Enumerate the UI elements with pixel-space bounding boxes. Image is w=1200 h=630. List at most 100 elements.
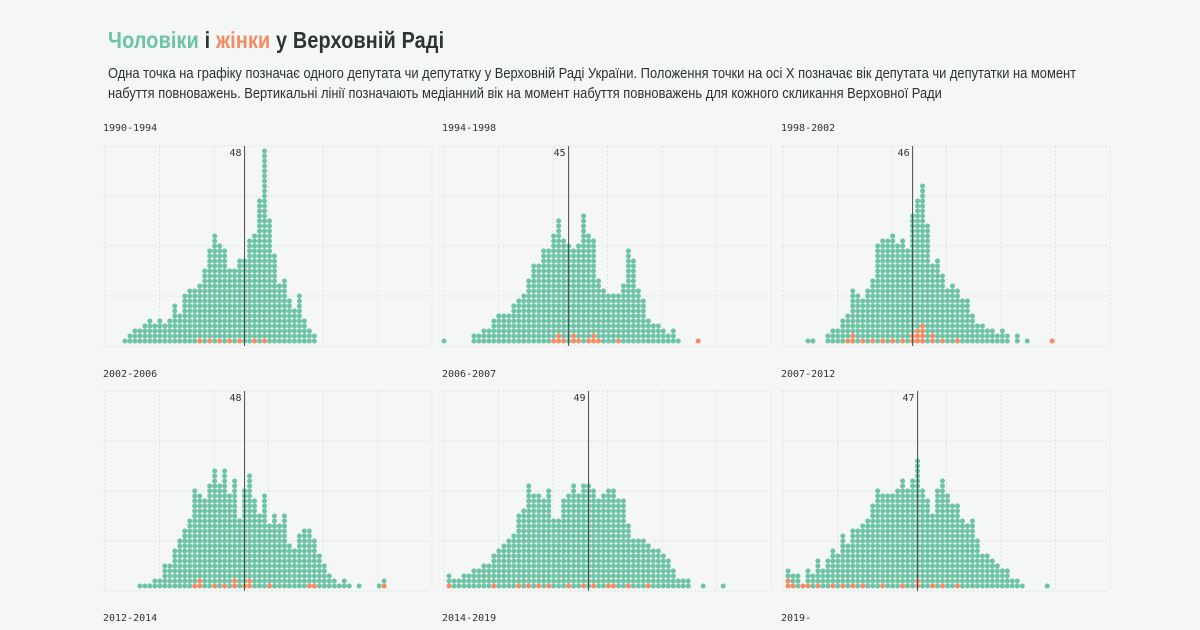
dot-man — [311, 568, 317, 574]
dot-man — [610, 323, 616, 329]
dot-man — [610, 303, 616, 309]
dot-man — [591, 323, 597, 329]
dot-man — [566, 558, 572, 564]
dot-man — [481, 333, 487, 339]
dot-man — [556, 578, 562, 584]
dot-man — [930, 573, 936, 579]
dot-man — [276, 333, 282, 339]
dot-man — [536, 303, 542, 309]
dot-man — [227, 328, 233, 334]
dot-man — [301, 563, 307, 569]
dot-man — [665, 338, 671, 344]
dot-man — [895, 293, 901, 299]
dot-man — [885, 288, 891, 294]
dot-woman — [526, 583, 532, 589]
dot-man — [885, 313, 891, 319]
dot-man — [940, 513, 946, 519]
dot-man — [581, 313, 587, 319]
dot-man — [885, 498, 891, 504]
dot-man — [192, 563, 198, 569]
dot-man — [561, 548, 567, 554]
dot-man — [885, 518, 891, 524]
dot-man — [650, 558, 656, 564]
dot-man — [197, 503, 203, 509]
dot-man — [217, 553, 223, 559]
dot-man — [655, 323, 661, 329]
dot-man — [257, 553, 263, 559]
dot-man — [959, 558, 965, 564]
dot-man — [915, 248, 921, 254]
dot-man — [905, 283, 911, 289]
dot-man — [930, 298, 936, 304]
dot-man — [905, 248, 911, 254]
dot-man — [521, 568, 527, 574]
dot-man — [266, 298, 272, 304]
dot-man — [491, 563, 497, 569]
dot-man — [257, 203, 263, 209]
dot-man — [286, 338, 292, 344]
dot-man — [232, 518, 238, 524]
dot-man — [252, 308, 258, 314]
dot-man — [257, 533, 263, 539]
dot-man — [865, 573, 871, 579]
dot-man — [581, 553, 587, 559]
dot-man — [536, 568, 542, 574]
dot-man — [635, 298, 641, 304]
dot-man — [262, 308, 268, 314]
dot-man — [227, 553, 233, 559]
dot-man — [625, 563, 631, 569]
dot-man — [227, 493, 233, 499]
dot-man — [202, 558, 208, 564]
dot-man — [596, 578, 602, 584]
dot-man — [531, 318, 537, 324]
dot-man — [920, 258, 926, 264]
dot-man — [900, 563, 906, 569]
dot-man — [974, 583, 980, 589]
dot-man — [964, 323, 970, 329]
dot-woman — [232, 578, 238, 584]
dot-man — [830, 328, 836, 334]
dot-man — [247, 553, 253, 559]
dot-man — [252, 533, 258, 539]
dot-man — [581, 533, 587, 539]
dot-man — [551, 543, 557, 549]
dot-man — [610, 543, 616, 549]
dot-man — [566, 573, 572, 579]
dot-man — [845, 558, 851, 564]
dot-man — [182, 573, 188, 579]
dot-man — [197, 308, 203, 314]
dot-man — [925, 273, 931, 279]
dot-man — [630, 263, 636, 269]
dot-man — [885, 553, 891, 559]
dot-man — [197, 313, 203, 319]
dot-man — [556, 258, 562, 264]
dot-man — [571, 298, 577, 304]
dot-man — [875, 528, 881, 534]
dot-man — [875, 558, 881, 564]
dot-man — [885, 238, 891, 244]
dot-man — [895, 323, 901, 329]
dot-man — [989, 338, 995, 344]
dot-man — [212, 563, 218, 569]
dot-man — [271, 323, 277, 329]
dot-man — [835, 328, 841, 334]
dot-man — [944, 578, 950, 584]
dot-man — [526, 543, 532, 549]
dot-man — [276, 548, 282, 554]
dot-man — [596, 543, 602, 549]
dot-man — [591, 523, 597, 529]
dot-man — [197, 558, 203, 564]
dot-man — [556, 263, 562, 269]
dot-man — [252, 248, 258, 254]
dot-man — [247, 263, 253, 269]
dot-man — [197, 533, 203, 539]
dot-man — [556, 223, 562, 229]
dot-man — [660, 338, 666, 344]
dot-man — [217, 568, 223, 574]
dot-man — [566, 528, 572, 534]
dot-man — [625, 573, 631, 579]
dot-man — [247, 568, 253, 574]
dot-man — [202, 293, 208, 299]
dot-man — [222, 248, 228, 254]
dot-man — [925, 338, 931, 344]
